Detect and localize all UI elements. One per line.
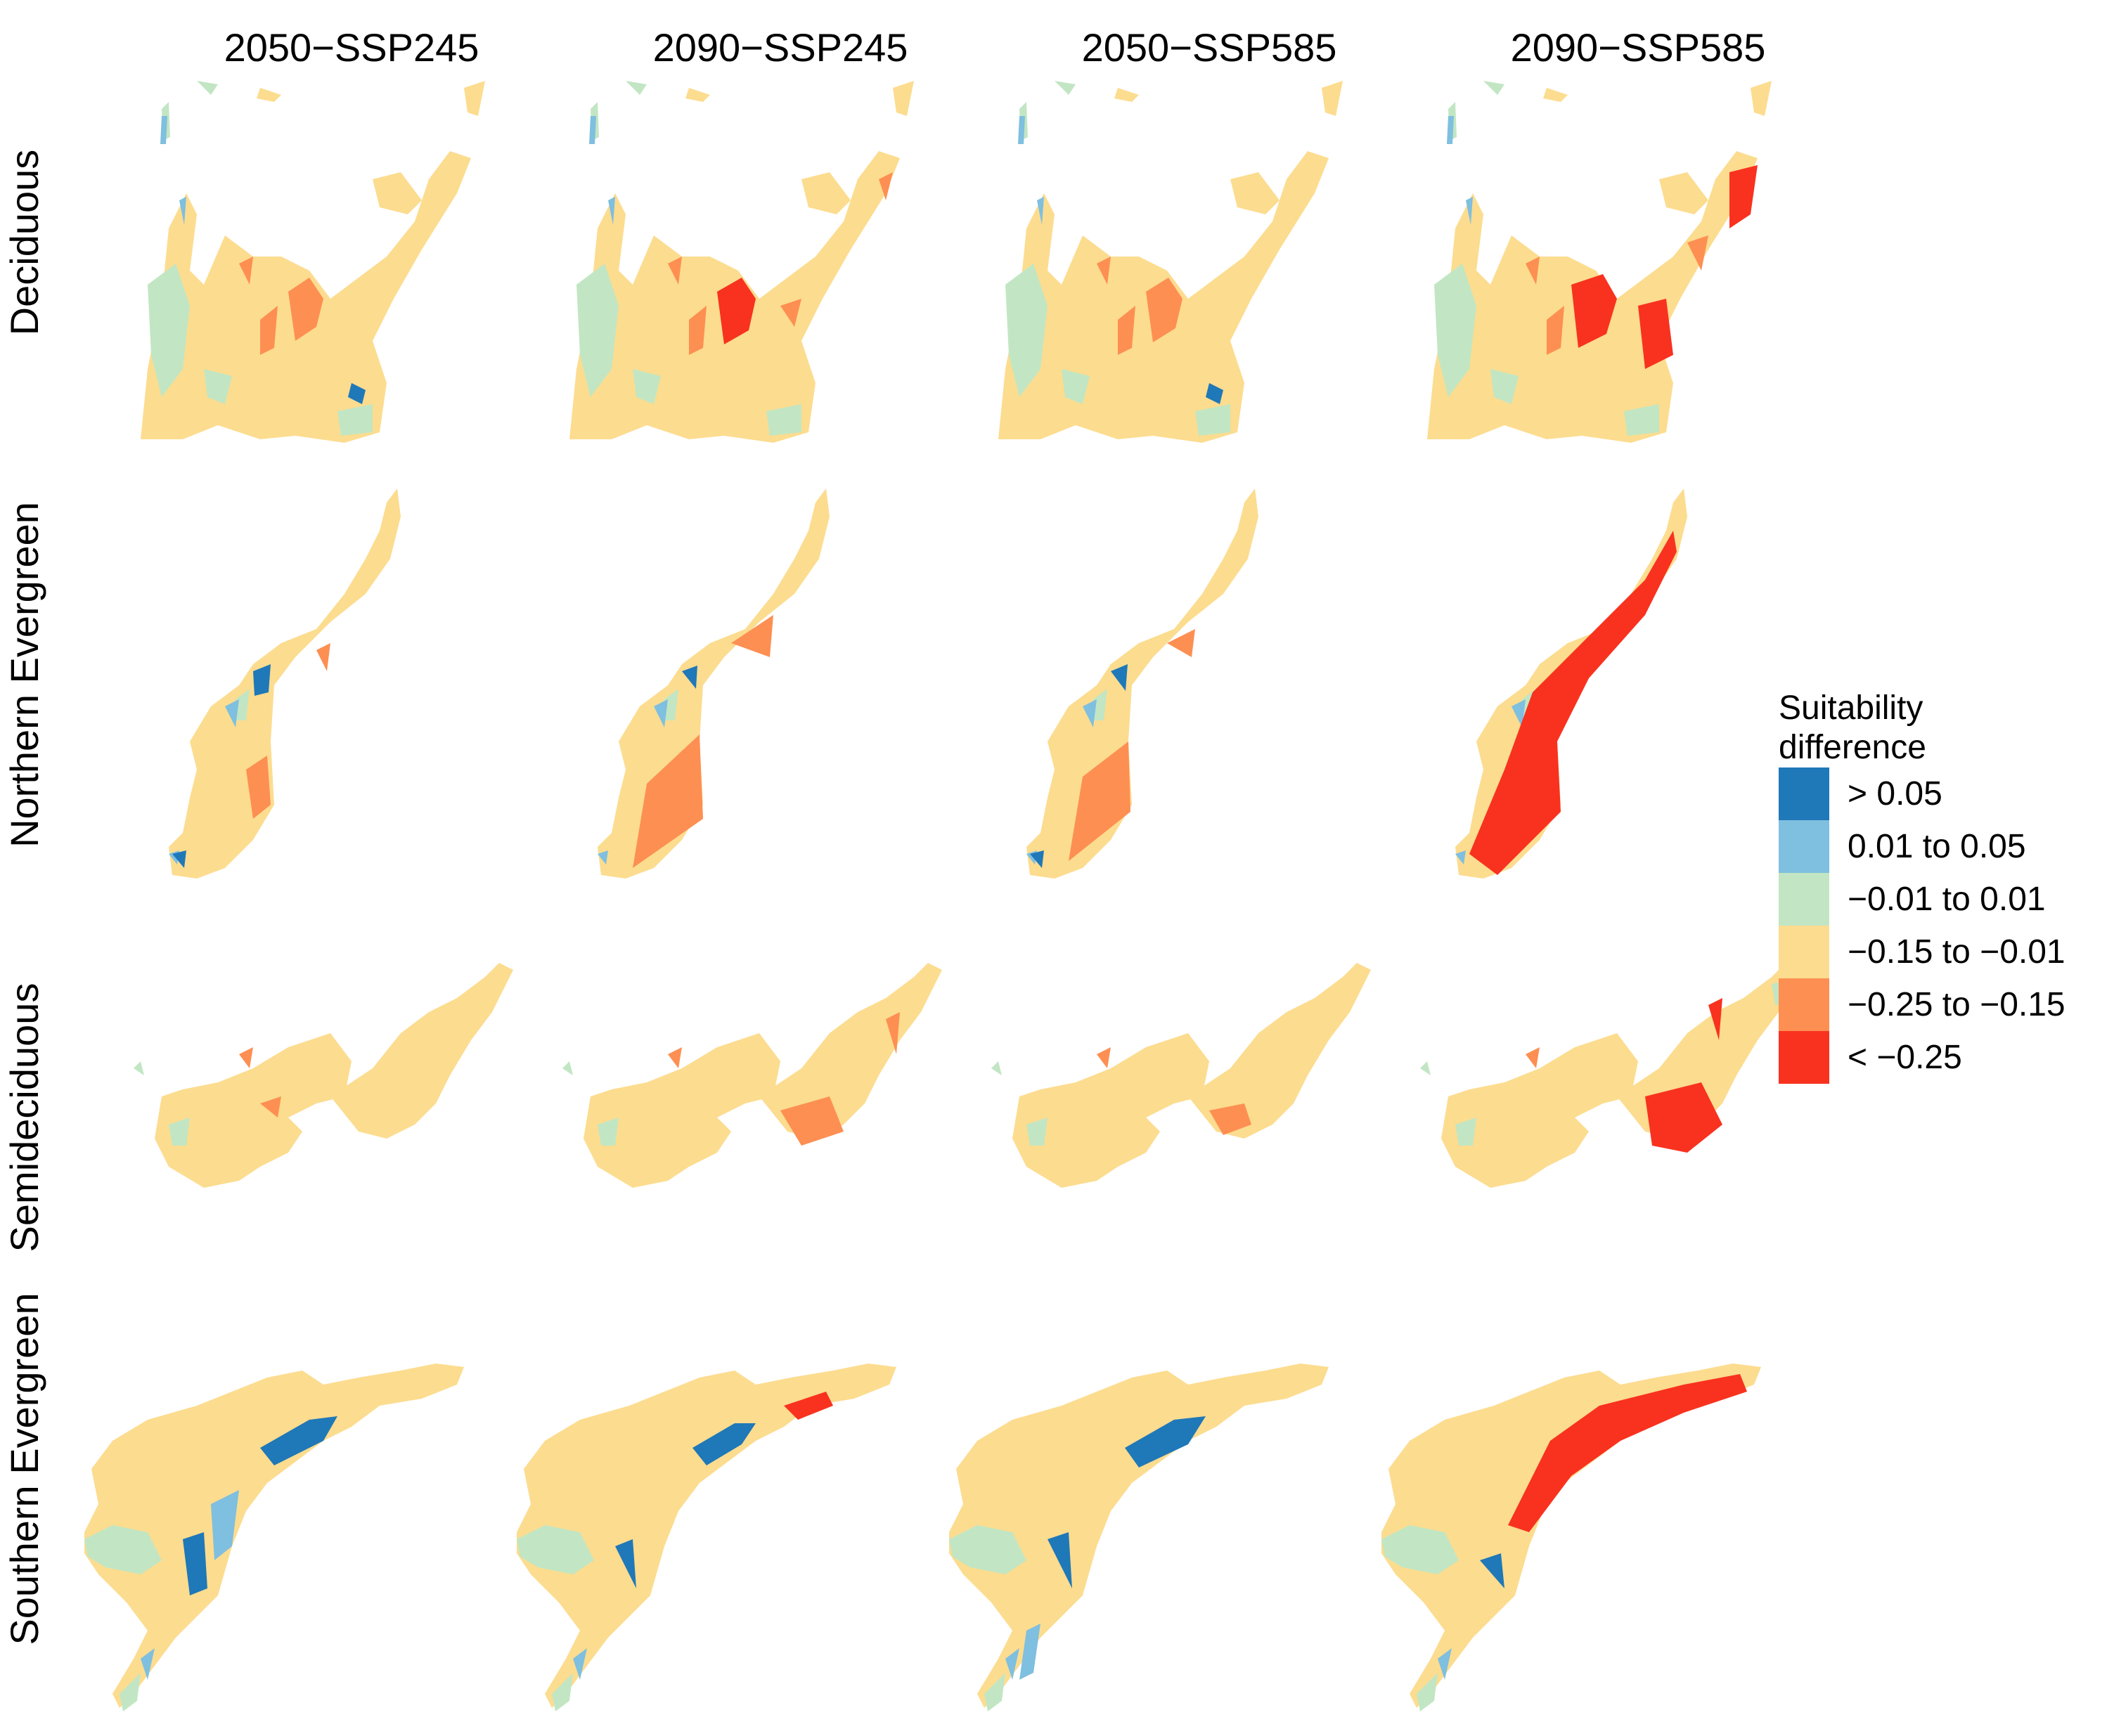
- map-southern-evergreen-2090-ssp585: [1367, 1363, 1789, 1715]
- column-title-2050-ssp245: 2050−SSP245: [224, 25, 479, 70]
- row-title-deciduous: Deciduous: [2, 149, 46, 336]
- legend-swatch: [1779, 820, 1829, 873]
- legend-title-line1: Suitability: [1779, 689, 1923, 727]
- legend-label: −0.01 to 0.01: [1848, 881, 2046, 918]
- legend: Suitability difference > 0.05 0.01 to 0.…: [1779, 689, 2109, 1084]
- map-southern-evergreen-2090-ssp245: [503, 1363, 924, 1715]
- map-deciduous-2050-ssp585: [977, 74, 1399, 446]
- row-title-southern-evergreen: Southern Evergreen: [2, 1293, 46, 1645]
- map-northern-evergreen-2090-ssp585: [1406, 474, 1828, 882]
- legend-title-line2: difference: [1779, 729, 1926, 766]
- legend-label: > 0.05: [1848, 775, 1942, 812]
- map-deciduous-2090-ssp245: [548, 74, 970, 446]
- legend-swatch: [1779, 767, 1829, 820]
- map-northern-evergreen-2050-ssp245: [120, 474, 541, 882]
- row-title-northern-evergreen: Northern Evergreen: [2, 502, 46, 848]
- legend-item: −0.25 to −0.15: [1779, 978, 2109, 1031]
- map-northern-evergreen-2050-ssp585: [977, 474, 1399, 882]
- legend-item: 0.01 to 0.05: [1779, 820, 2109, 873]
- legend-swatch: [1779, 926, 1829, 978]
- legend-swatch: [1779, 1031, 1829, 1084]
- legend-label: < −0.25: [1848, 1039, 1962, 1076]
- row-title-semideciduous: Semideciduous: [2, 983, 46, 1252]
- column-title-2090-ssp245: 2090−SSP245: [652, 25, 908, 70]
- map-deciduous-2090-ssp585: [1406, 74, 1828, 446]
- legend-label: −0.25 to −0.15: [1848, 986, 2065, 1023]
- column-title-2050-ssp585: 2050−SSP585: [1081, 25, 1337, 70]
- map-semideciduous-2050-ssp245: [120, 956, 541, 1209]
- legend-item: −0.15 to −0.01: [1779, 926, 2109, 978]
- legend-item: −0.01 to 0.01: [1779, 873, 2109, 926]
- legend-swatch: [1779, 978, 1829, 1031]
- map-southern-evergreen-2050-ssp585: [935, 1363, 1357, 1715]
- map-northern-evergreen-2090-ssp245: [548, 474, 970, 882]
- legend-label: 0.01 to 0.05: [1848, 828, 2026, 865]
- map-semideciduous-2090-ssp585: [1406, 956, 1828, 1209]
- legend-swatch: [1779, 873, 1829, 926]
- column-title-2090-ssp585: 2090−SSP585: [1510, 25, 1766, 70]
- legend-item: > 0.05: [1779, 767, 2109, 820]
- legend-item: < −0.25: [1779, 1031, 2109, 1084]
- map-semideciduous-2090-ssp245: [548, 956, 970, 1209]
- map-deciduous-2050-ssp245: [120, 74, 541, 446]
- legend-label: −0.15 to −0.01: [1848, 933, 2065, 971]
- map-semideciduous-2050-ssp585: [977, 956, 1399, 1209]
- map-southern-evergreen-2050-ssp245: [70, 1363, 492, 1715]
